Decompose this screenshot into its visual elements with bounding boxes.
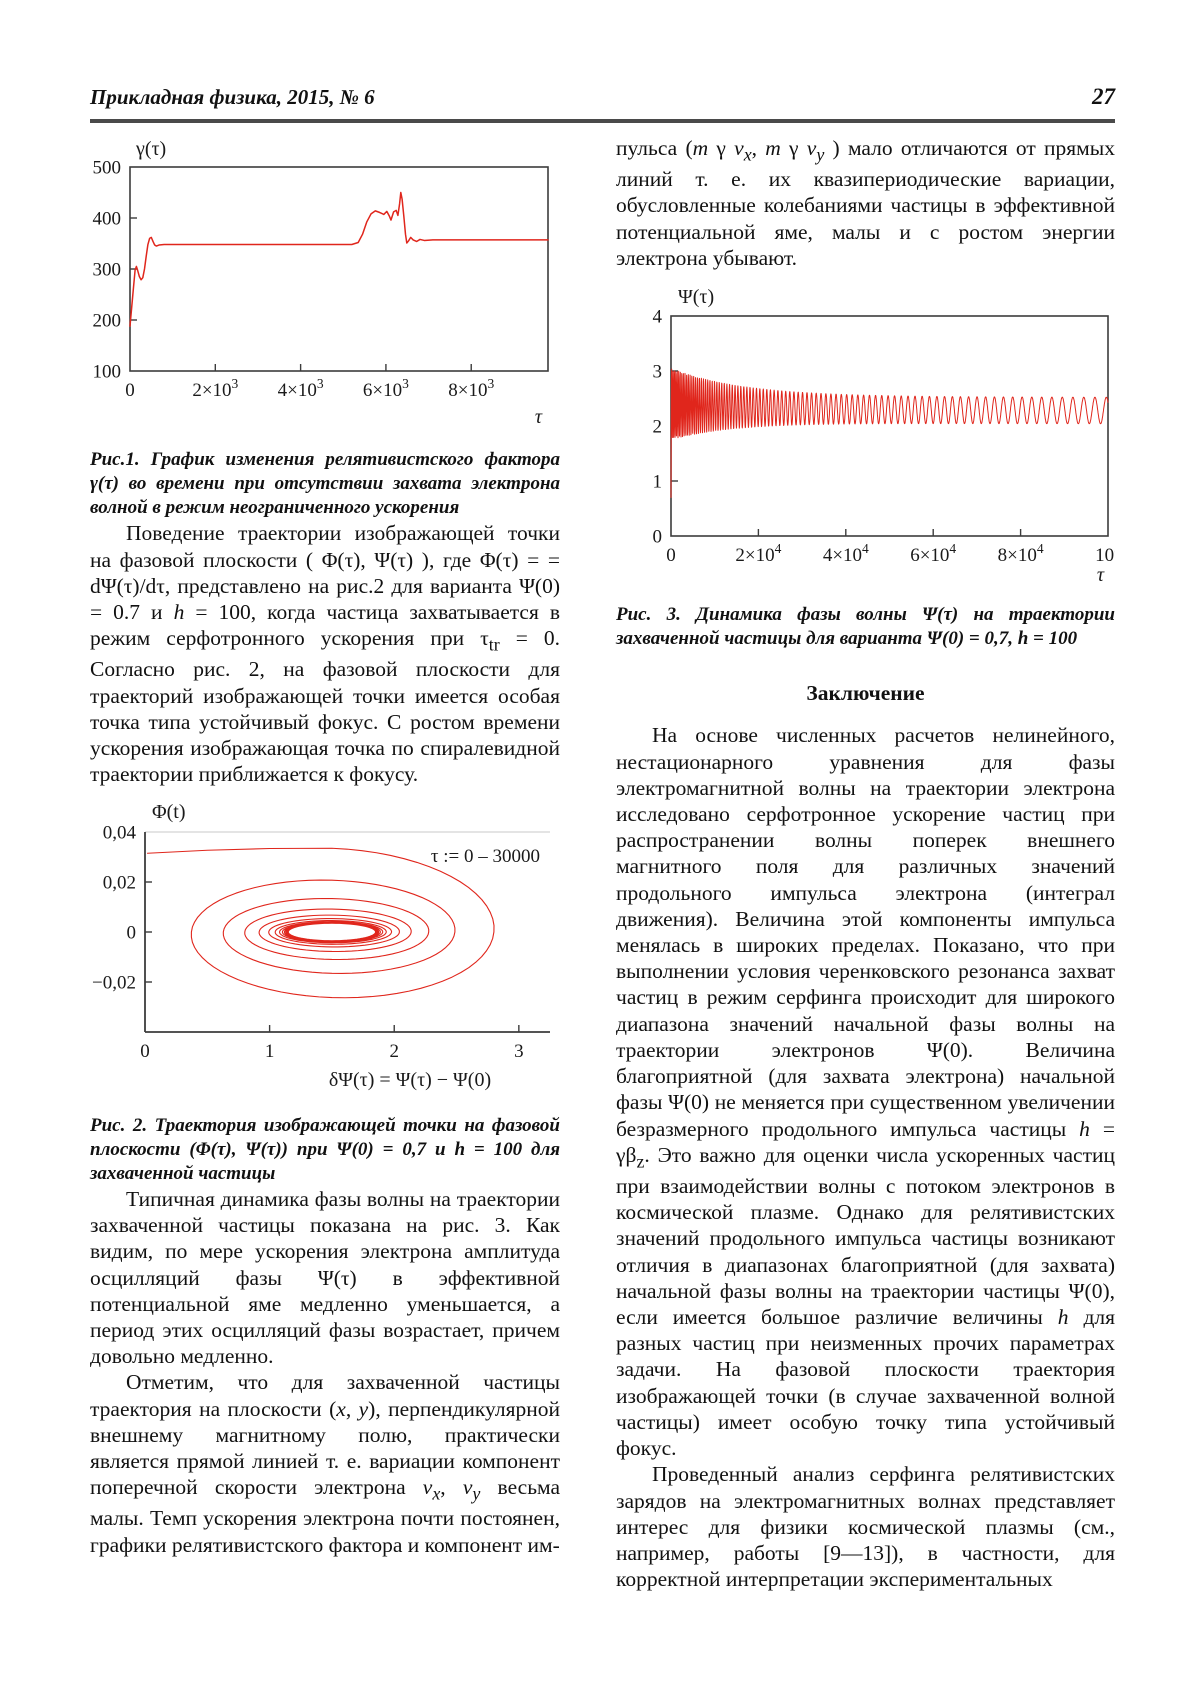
svg-text:Φ(t): Φ(t) <box>152 802 186 823</box>
svg-text:500: 500 <box>93 158 122 179</box>
fig1-gamma-tau-plot: 0 2×103 4×103 6×103 8×103 100 200 300 400 500 γ(τ)… <box>93 138 549 428</box>
svg-text:2×104: 2×104 <box>735 541 781 566</box>
svg-text:1: 1 <box>265 1041 275 1062</box>
svg-text:0: 0 <box>125 380 135 401</box>
figure-3-caption: Рис. 3. Динамика фазы волны Ψ(τ) на трае… <box>616 604 1115 650</box>
svg-text:3: 3 <box>514 1041 524 1062</box>
svg-text:0: 0 <box>666 545 676 566</box>
svg-text:γ(τ): γ(τ) <box>135 139 166 160</box>
svg-text:τ: τ <box>535 406 543 428</box>
svg-text:8×104: 8×104 <box>998 541 1044 566</box>
svg-text:400: 400 <box>93 209 122 230</box>
journal-title: Прикладная физика, 2015, № 6 <box>90 85 375 109</box>
paragraph: Отметим, что для захваченной частицы тра… <box>90 1370 560 1557</box>
paragraph: Типичная динамика фазы волны на траектор… <box>90 1186 560 1369</box>
fig2-phase-plane-plot: 0 1 2 3 0,04 0,02 0 −0,02 Φ(t) δΨ(τ) = Ψ(τ) − Ψ(0… <box>92 801 550 1091</box>
figure-1: 0 2×103 4×103 6×103 8×103 100 200 300 400 500 γ(τ)… <box>90 138 560 436</box>
paragraph: Поведение траектории изображающей точки … <box>90 521 561 787</box>
two-column-layout: 0 2×103 4×103 6×103 8×103 100 200 300 400 500 γ(τ)… <box>90 135 1122 1592</box>
svg-text:4×104: 4×104 <box>823 541 869 566</box>
svg-text:0,02: 0,02 <box>103 872 136 893</box>
svg-text:8×103: 8×103 <box>448 376 494 401</box>
figure-3: 0 2×104 4×104 6×104 8×104 105 0 1 2 3 4 Ψ(τ) τ <box>616 281 1122 591</box>
svg-text:3: 3 <box>653 362 663 383</box>
svg-text:100: 100 <box>93 362 122 383</box>
svg-text:0: 0 <box>653 527 663 548</box>
svg-text:4×103: 4×103 <box>278 376 324 401</box>
figure-2-caption: Рис. 2. Траектория изображающей точки на… <box>90 1114 560 1184</box>
svg-text:6×103: 6×103 <box>363 376 409 401</box>
figure-2: 0 1 2 3 0,04 0,02 0 −0,02 Φ(t) δΨ(τ) = Ψ(τ) − Ψ(0… <box>90 801 560 1102</box>
figure-1-caption: Рис.1. График изменения релятивистского … <box>90 449 560 519</box>
svg-text:300: 300 <box>93 260 122 281</box>
svg-text:2×103: 2×103 <box>192 376 238 401</box>
svg-text:200: 200 <box>93 311 122 332</box>
conclusion-heading: Заключение <box>806 681 925 706</box>
page-number: 27 <box>1092 84 1115 109</box>
left-column: 0 2×103 4×103 6×103 8×103 100 200 300 400 500 γ(τ)… <box>90 135 560 1592</box>
svg-text:4: 4 <box>653 307 663 328</box>
svg-text:105: 105 <box>1095 541 1115 566</box>
svg-text:−0,02: −0,02 <box>92 972 136 993</box>
svg-text:0: 0 <box>140 1041 150 1062</box>
right-column: пульса (m γ vx, m γ vy ) мало отличаются… <box>616 135 1122 1592</box>
svg-text:τ := 0 – 30000: τ := 0 – 30000 <box>431 846 540 867</box>
svg-text:Ψ(τ): Ψ(τ) <box>678 286 714 308</box>
page-header: Прикладная физика, 2015, № 6 27 <box>90 84 1115 123</box>
svg-text:6×104: 6×104 <box>910 541 956 566</box>
paragraph: Проведенный анализ серфинга релятивистск… <box>616 1462 1115 1592</box>
svg-text:0: 0 <box>127 922 137 943</box>
svg-text:2: 2 <box>389 1041 399 1062</box>
svg-text:τ: τ <box>1097 564 1105 586</box>
svg-text:2: 2 <box>653 417 663 438</box>
svg-text:1: 1 <box>653 472 663 493</box>
svg-text:δΨ(τ) = Ψ(τ) − Ψ(0): δΨ(τ) = Ψ(τ) − Ψ(0) <box>329 1069 491 1091</box>
svg-text:0,04: 0,04 <box>103 822 137 843</box>
fig3-psi-tau-plot: 0 2×104 4×104 6×104 8×104 105 0 1 2 3 4 Ψ(τ) τ <box>653 286 1122 586</box>
paragraph: пульса (m γ vx, m γ vy ) мало отличаются… <box>616 136 1115 270</box>
paragraph: На основе численных расчетов нелинейного… <box>616 723 1115 1461</box>
